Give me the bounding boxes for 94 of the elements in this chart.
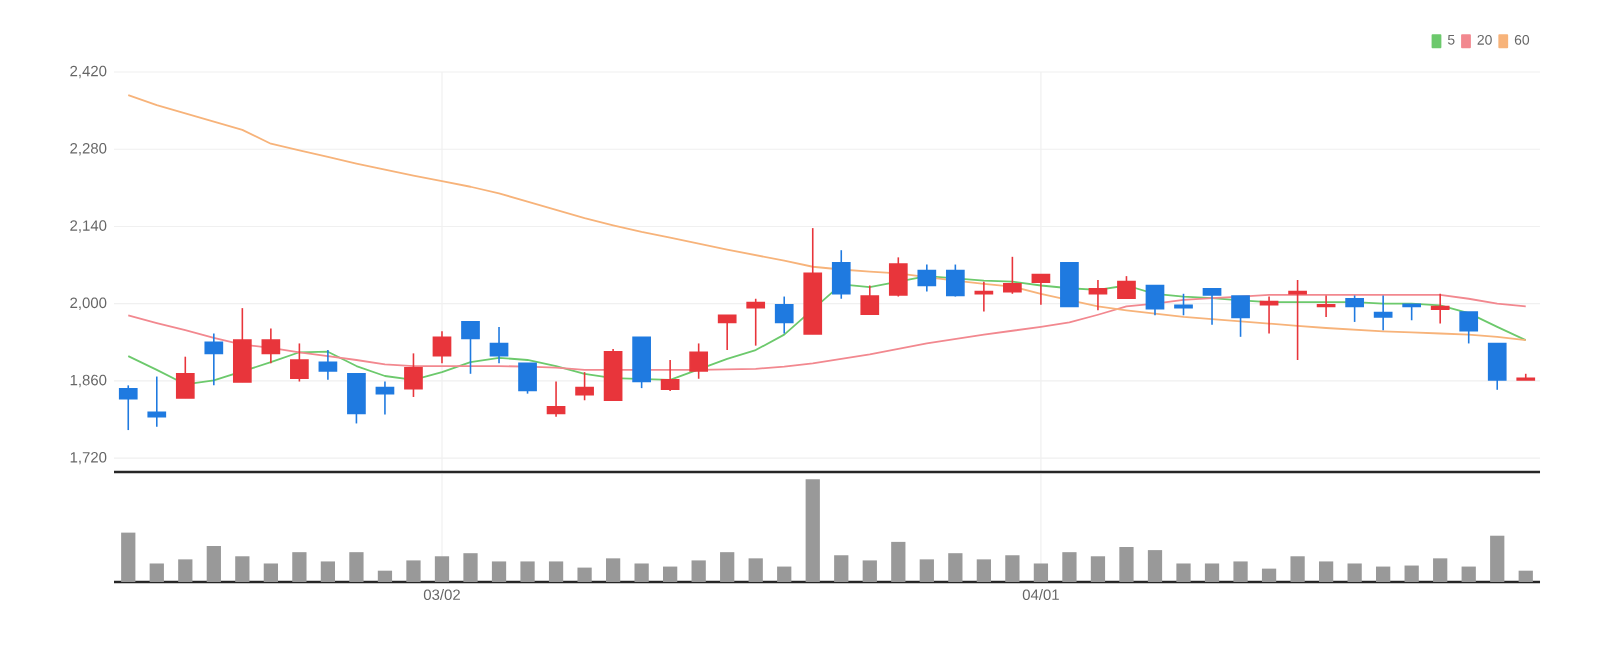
candlestick [1060, 262, 1079, 308]
candlestick [974, 280, 994, 313]
candlestick [546, 380, 566, 418]
bar [1404, 565, 1419, 582]
bar [463, 553, 478, 582]
bar [1261, 568, 1277, 582]
candlestick [1288, 279, 1307, 361]
candlestick [518, 362, 537, 395]
bar [1490, 535, 1505, 582]
bar [663, 566, 678, 582]
bar [491, 561, 507, 582]
bar [377, 570, 393, 582]
bar [1233, 561, 1248, 582]
bar [805, 479, 820, 582]
bar [834, 555, 849, 582]
bar [1518, 570, 1533, 582]
bar [1376, 566, 1391, 582]
candlestick [1231, 295, 1250, 338]
bar [121, 532, 136, 582]
candlestick [290, 342, 309, 383]
bar [235, 556, 250, 582]
bar [178, 559, 193, 582]
bar [149, 563, 164, 582]
bar [634, 563, 649, 582]
candlestick [1259, 295, 1279, 335]
candlestick [1117, 275, 1136, 299]
bar [1119, 547, 1134, 582]
bar [520, 561, 535, 582]
candlestick [1430, 292, 1450, 325]
bar [292, 552, 307, 582]
bar [1005, 555, 1020, 582]
candlestick [660, 359, 680, 392]
bar [777, 566, 792, 582]
bar [1290, 556, 1305, 582]
candlestick [888, 256, 908, 298]
candlestick [204, 332, 224, 387]
candlestick [575, 371, 594, 402]
bar [1204, 563, 1220, 582]
bar [548, 561, 564, 582]
bar [1062, 552, 1077, 582]
candlestick [1031, 273, 1051, 306]
bar [1033, 563, 1049, 582]
candlestick [261, 327, 281, 365]
bar [263, 563, 278, 582]
bar [320, 561, 336, 582]
bar [748, 558, 763, 582]
bar [691, 560, 706, 582]
bar [1461, 566, 1476, 582]
bar [1433, 558, 1448, 582]
bar [976, 559, 991, 582]
candlestick [1145, 284, 1165, 317]
bar [434, 556, 450, 582]
bar [206, 546, 221, 582]
bar [1147, 550, 1163, 582]
bar [1090, 556, 1106, 582]
bar [948, 553, 963, 582]
bar [891, 541, 906, 582]
candlestick [1373, 294, 1393, 331]
candlestick [1459, 311, 1479, 345]
candlestick [774, 295, 794, 335]
candlestick [232, 307, 252, 383]
candlestick [347, 372, 366, 425]
candlestick [831, 249, 851, 300]
candlestick [717, 314, 737, 351]
bar [1176, 563, 1191, 582]
candlestick [860, 284, 880, 315]
bar [1318, 561, 1334, 582]
candlestick [1202, 288, 1222, 326]
candlestick [1345, 294, 1364, 323]
candlestick [461, 321, 480, 375]
candlestick [175, 355, 195, 399]
candlestick [404, 352, 423, 398]
candlestick [318, 349, 338, 381]
candlestick [689, 342, 709, 380]
candlestick [632, 336, 651, 389]
candlestick [1003, 256, 1022, 295]
bar [406, 560, 421, 582]
candlestick [945, 263, 965, 298]
bar [720, 552, 735, 582]
bar [1347, 563, 1362, 582]
candlestick [1487, 342, 1507, 391]
candlestick [917, 263, 937, 293]
candlestick [118, 384, 138, 431]
bar [605, 558, 621, 582]
candlestick [746, 297, 766, 347]
candlestick [1316, 294, 1336, 318]
bar [349, 552, 364, 582]
candlestick [1088, 279, 1108, 312]
bar [577, 567, 592, 582]
bar [919, 559, 934, 582]
candlestick [489, 326, 509, 365]
candlestick [147, 375, 167, 428]
bar [862, 560, 877, 582]
candlestick [432, 330, 452, 365]
